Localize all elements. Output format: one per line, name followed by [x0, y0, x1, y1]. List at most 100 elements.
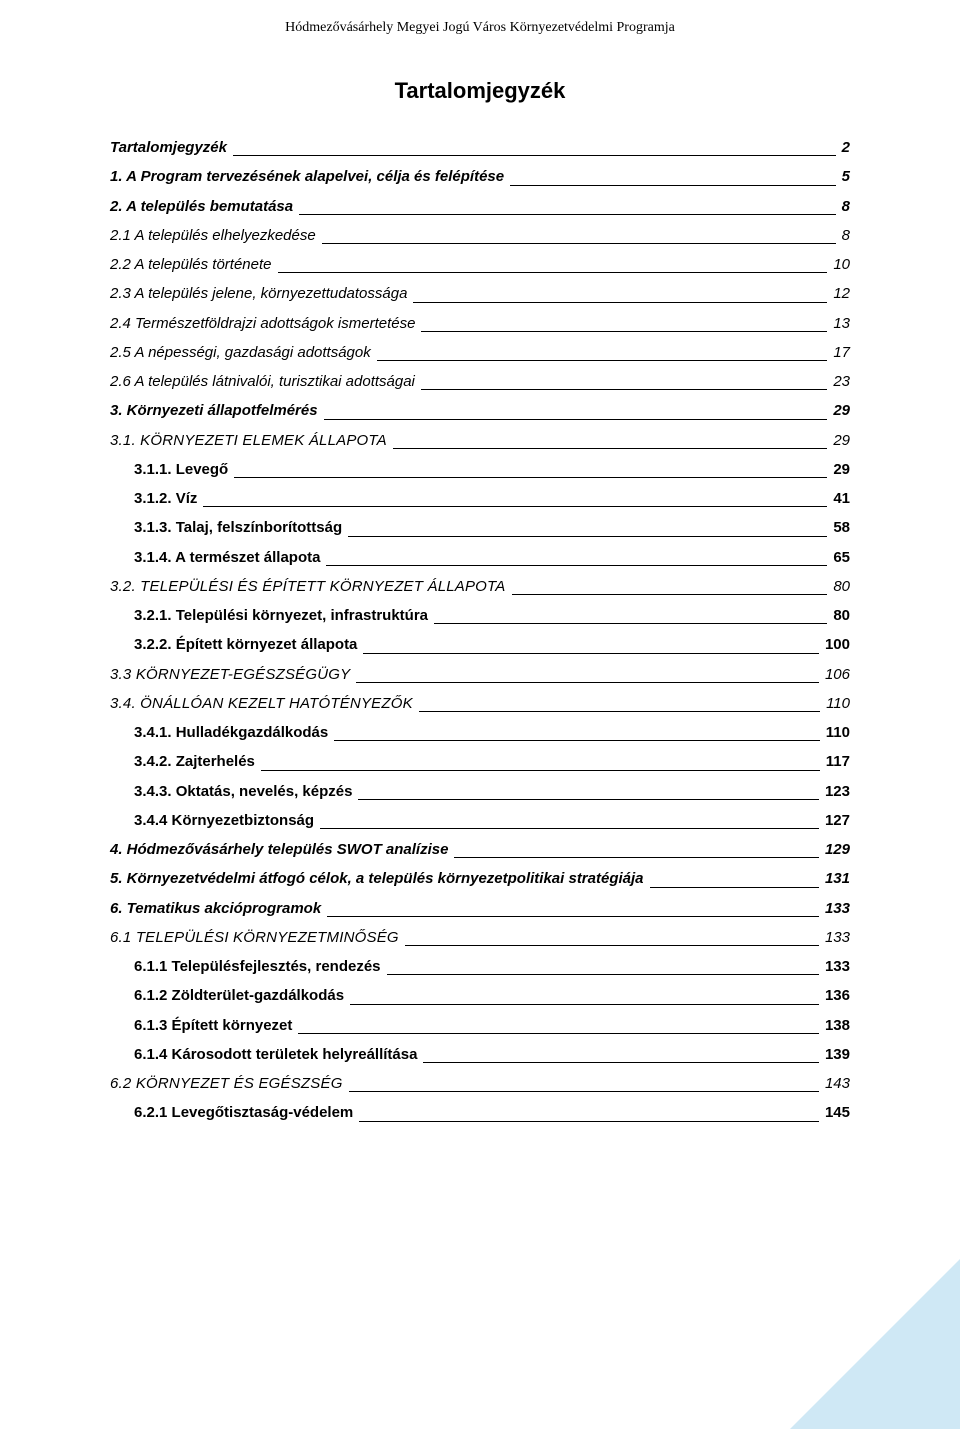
toc-page-number: 106 [825, 663, 850, 686]
toc-page-number: 29 [833, 429, 850, 452]
toc-page-number: 13 [833, 312, 850, 335]
toc-row: 6.1.1 Településfejlesztés, rendezés133 [110, 955, 850, 978]
toc-label: 6.2.1 Levegőtisztaság-védelem [134, 1101, 353, 1124]
toc-leader-line [512, 594, 828, 595]
toc-page-number: 110 [826, 721, 850, 744]
toc-page-number: 80 [833, 604, 850, 627]
toc-row: 3.3 KÖRNYEZET-EGÉSZSÉGÜGY 106 [110, 663, 850, 686]
toc-page-number: 23 [833, 370, 850, 393]
toc-row: 3.4.2. Zajterhelés 117 [110, 750, 850, 773]
toc-label: 3.1. KÖRNYEZETI ELEMEK ÁLLAPOTA [110, 429, 387, 452]
toc-page-number: 133 [825, 955, 850, 978]
toc-row: 6.1.3 Épített környezet138 [110, 1014, 850, 1037]
toc-leader-line [363, 653, 819, 654]
table-of-contents: Tartalomjegyzék21. A Program tervezéséne… [110, 136, 850, 1125]
toc-label: 3.1.1. Levegő [134, 458, 228, 481]
toc-leader-line [419, 711, 820, 712]
toc-row: 1. A Program tervezésének alapelvei, cél… [110, 165, 850, 188]
toc-row: 3.2. TELEPÜLÉSI ÉS ÉPÍTETT KÖRNYEZET ÁLL… [110, 575, 850, 598]
toc-row: 3.1.3. Talaj, felszínborítottság58 [110, 516, 850, 539]
toc-leader-line [261, 770, 820, 771]
toc-label: 2.4 Természetföldrajzi adottságok ismert… [110, 312, 415, 335]
toc-row: 3.4.1. Hulladékgazdálkodás 110 [110, 721, 850, 744]
toc-leader-line [299, 214, 836, 215]
toc-leader-line [393, 448, 827, 449]
toc-row: 2.3 A település jelene, környezettudatos… [110, 282, 850, 305]
toc-page-number: 17 [833, 341, 850, 364]
toc-label: 3.4.3. Oktatás, nevelés, képzés [134, 780, 352, 803]
toc-row: 4. Hódmezővásárhely település SWOT analí… [110, 838, 850, 861]
toc-row: 3.1. KÖRNYEZETI ELEMEK ÁLLAPOTA 29 [110, 429, 850, 452]
toc-leader-line [377, 360, 828, 361]
toc-page-number: 110 [826, 692, 850, 715]
toc-row: 6.1 TELEPÜLÉSI KÖRNYEZETMINŐSÉG133 [110, 926, 850, 949]
toc-row: 6.1.2 Zöldterület-gazdálkodás136 [110, 984, 850, 1007]
toc-leader-line [650, 887, 819, 888]
toc-page-number: 123 [825, 780, 850, 803]
toc-row: 2.4 Természetföldrajzi adottságok ismert… [110, 312, 850, 335]
toc-label: 2. A település bemutatása [110, 195, 293, 218]
toc-leader-line [278, 272, 828, 273]
toc-row: 6. Tematikus akcióprogramok 133 [110, 897, 850, 920]
toc-leader-line [510, 185, 836, 186]
running-head: Hódmezővásárhely Megyei Jogú Város Körny… [110, 20, 850, 36]
toc-leader-line [324, 419, 828, 420]
toc-leader-line [350, 1004, 819, 1005]
toc-label: 2.2 A település története [110, 253, 272, 276]
toc-row: 5. Környezetvédelmi átfogó célok, a tele… [110, 867, 850, 890]
toc-page-number: 145 [825, 1101, 850, 1124]
toc-leader-line [413, 302, 827, 303]
toc-page-number: 117 [826, 750, 850, 773]
toc-label: 3.2.2. Épített környezet állapota [134, 633, 357, 656]
toc-page-number: 129 [825, 838, 850, 861]
toc-label: 2.3 A település jelene, környezettudatos… [110, 282, 407, 305]
toc-leader-line [349, 1091, 819, 1092]
toc-page-number: 8 [842, 195, 850, 218]
toc-label: 3.1.4. A természet állapota [134, 546, 320, 569]
toc-label: 3.2.1. Települési környezet, infrastrukt… [134, 604, 428, 627]
toc-leader-line [358, 799, 819, 800]
toc-row: 6.2.1 Levegőtisztaság-védelem 145 [110, 1101, 850, 1124]
toc-row: 2.2 A település története 10 [110, 253, 850, 276]
toc-label: 2.6 A település látnivalói, turisztikai … [110, 370, 415, 393]
toc-row: 2.6 A település látnivalói, turisztikai … [110, 370, 850, 393]
toc-row: 6.1.4 Károsodott területek helyreállítás… [110, 1043, 850, 1066]
toc-label: 3.4.1. Hulladékgazdálkodás [134, 721, 328, 744]
toc-label: 3.4. ÖNÁLLÓAN KEZELT HATÓTÉNYEZŐK [110, 692, 413, 715]
toc-leader-line [233, 155, 836, 156]
toc-page-number: 133 [825, 897, 850, 920]
toc-row: 3.1.4. A természet állapota65 [110, 546, 850, 569]
page-container: Hódmezővásárhely Megyei Jogú Város Körny… [0, 0, 960, 1429]
toc-leader-line [421, 389, 827, 390]
toc-row: 3.4. ÖNÁLLÓAN KEZELT HATÓTÉNYEZŐK 110 [110, 692, 850, 715]
toc-label: 2.5 A népességi, gazdasági adottságok [110, 341, 371, 364]
toc-leader-line [434, 623, 827, 624]
toc-leader-line [348, 536, 827, 537]
toc-row: 3.4.3. Oktatás, nevelés, képzés 123 [110, 780, 850, 803]
toc-page-number: 80 [833, 575, 850, 598]
toc-label: 6.1.3 Épített környezet [134, 1014, 292, 1037]
toc-page-number: 10 [833, 253, 850, 276]
toc-page-number: 139 [825, 1043, 850, 1066]
toc-row: 3. Környezeti állapotfelmérés29 [110, 399, 850, 422]
toc-label: 4. Hódmezővásárhely település SWOT analí… [110, 838, 448, 861]
toc-page-number: 100 [825, 633, 850, 656]
toc-label: 3.4.2. Zajterhelés [134, 750, 255, 773]
toc-leader-line [298, 1033, 819, 1034]
toc-leader-line [405, 945, 819, 946]
toc-label: Tartalomjegyzék [110, 136, 227, 159]
toc-label: 3.3 KÖRNYEZET-EGÉSZSÉGÜGY [110, 663, 350, 686]
toc-label: 3.1.3. Talaj, felszínborítottság [134, 516, 342, 539]
toc-leader-line [356, 682, 819, 683]
toc-row: 6.2 KÖRNYEZET ÉS EGÉSZSÉG143 [110, 1072, 850, 1095]
toc-page-number: 29 [833, 399, 850, 422]
toc-leader-line [387, 974, 819, 975]
toc-label: 6.1.4 Károsodott területek helyreállítás… [134, 1043, 417, 1066]
toc-label: 6.1.2 Zöldterület-gazdálkodás [134, 984, 344, 1007]
toc-row: 2.1 A település elhelyezkedése8 [110, 224, 850, 247]
corner-decoration [790, 1259, 960, 1429]
toc-page-number: 8 [842, 224, 850, 247]
toc-row: 3.1.2. Víz41 [110, 487, 850, 510]
toc-row: 3.4.4 Környezetbiztonság127 [110, 809, 850, 832]
toc-label: 6. Tematikus akcióprogramok [110, 897, 321, 920]
